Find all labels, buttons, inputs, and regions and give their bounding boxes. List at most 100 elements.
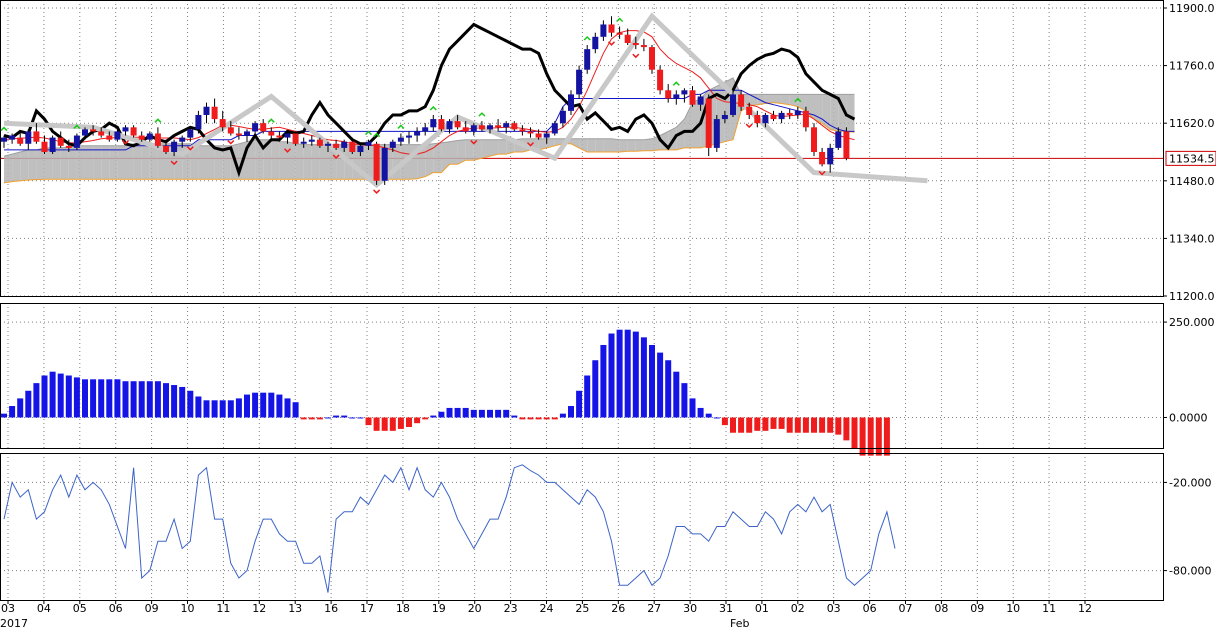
- cloud-segment: [247, 139, 256, 180]
- candlestick: [9, 133, 16, 144]
- candle-body: [17, 137, 24, 144]
- histogram-bar: [195, 396, 202, 418]
- candle-body: [211, 106, 218, 120]
- candlestick: [203, 102, 210, 124]
- candlestick: [794, 106, 801, 120]
- candle-body: [260, 123, 267, 132]
- x-tick-label: 23: [504, 602, 518, 615]
- cloud-segment: [652, 135, 661, 151]
- candlestick: [543, 131, 550, 144]
- histogram-bar: [203, 400, 210, 418]
- candle-body: [713, 119, 720, 148]
- candle-body: [154, 133, 161, 146]
- cloud-segment: [392, 144, 401, 180]
- histogram-panel: 250.000 0.0000: [0, 303, 1215, 456]
- cloud-segment: [781, 94, 790, 105]
- candlestick: [592, 32, 599, 54]
- histogram-bar: [778, 417, 785, 429]
- x-tick-label: 03: [1, 602, 15, 615]
- histogram-bar: [138, 381, 145, 418]
- cloud-segment: [44, 147, 53, 180]
- y-tick-label: 11900.0: [1169, 2, 1215, 15]
- cloud-segment: [133, 143, 142, 180]
- candlestick: [511, 121, 518, 132]
- x-tick-label: 01: [755, 602, 769, 615]
- candle-body: [462, 127, 469, 132]
- candle-body: [171, 141, 178, 152]
- candlestick: [470, 123, 477, 136]
- cloud-segment: [433, 142, 442, 173]
- candle-body: [219, 119, 226, 128]
- kijun-sen-line: [4, 89, 855, 151]
- cloud-segment: [101, 145, 110, 180]
- candle-body: [9, 135, 16, 140]
- histogram-bar: [511, 415, 518, 418]
- oscillator-panel: -20.000 -80.000: [0, 453, 1211, 600]
- histogram-bar: [762, 417, 769, 431]
- fractal-up-arrow: [373, 132, 381, 138]
- candlestick: [244, 129, 250, 142]
- candle-body: [114, 131, 121, 140]
- histogram-bar: [422, 417, 429, 420]
- candlestick: [446, 119, 453, 134]
- candlestick: [802, 106, 809, 132]
- cloud-segment: [198, 145, 207, 180]
- candlestick: [827, 143, 834, 173]
- x-tick-label: 11: [1042, 602, 1056, 615]
- cloud-segment: [319, 144, 328, 180]
- x-tick-label: 25: [575, 602, 589, 615]
- candlestick: [835, 127, 842, 150]
- candlestick: [195, 110, 202, 134]
- histogram-bar: [179, 386, 186, 418]
- candlestick: [284, 131, 291, 144]
- histogram-bar: [25, 390, 32, 418]
- candlestick: [325, 141, 331, 152]
- histogram-bar: [851, 417, 858, 448]
- candle-body: [657, 69, 664, 91]
- candlestick: [130, 125, 137, 138]
- cloud-segment: [36, 147, 45, 180]
- candle-body: [697, 96, 704, 105]
- histogram-bar: [446, 407, 453, 418]
- histogram-bar: [786, 417, 793, 433]
- candlestick: [49, 135, 56, 155]
- fractal-down-arrow: [607, 41, 616, 46]
- cloud-segment: [692, 98, 701, 148]
- candlestick: [689, 86, 696, 107]
- fractal-up-arrow: [429, 105, 437, 111]
- histogram-bar: [462, 407, 469, 418]
- histogram-bar: [875, 417, 882, 456]
- candlestick: [819, 147, 826, 167]
- x-tick-label: 19: [432, 602, 446, 615]
- histogram-bar: [65, 375, 72, 418]
- senkou-span-a-line: [3, 102, 855, 184]
- cloud-segment: [611, 138, 620, 152]
- candle-body: [616, 32, 623, 35]
- candle-body: [438, 119, 445, 130]
- cloud-segment: [287, 141, 296, 180]
- candle-body: [25, 131, 32, 144]
- candle-body: [600, 24, 607, 37]
- cloud-segment: [773, 94, 782, 104]
- x-tick-label: 06: [863, 602, 877, 615]
- candle-body: [325, 143, 331, 146]
- histogram-bar: [235, 398, 242, 418]
- fractal-up-arrow: [364, 130, 373, 136]
- candle-body: [235, 133, 242, 136]
- cloud-segment: [28, 149, 37, 180]
- candle-body: [730, 94, 736, 115]
- fractal-down-arrow: [186, 146, 194, 151]
- candlestick: [721, 110, 728, 124]
- last-price-marker: 11534.5: [1165, 150, 1216, 166]
- histogram-bar: [211, 400, 218, 418]
- cloud-segment: [457, 139, 466, 165]
- cloud-segment: [68, 145, 77, 180]
- histogram-y-axis: 250.000 0.0000: [1163, 316, 1215, 424]
- cloud-segment: [295, 143, 304, 180]
- candlestick: [746, 102, 753, 120]
- cloud-segment: [141, 143, 150, 180]
- histogram-bar: [527, 417, 534, 420]
- y-tick-label: 11340.0: [1169, 232, 1215, 245]
- candlestick: [705, 94, 712, 157]
